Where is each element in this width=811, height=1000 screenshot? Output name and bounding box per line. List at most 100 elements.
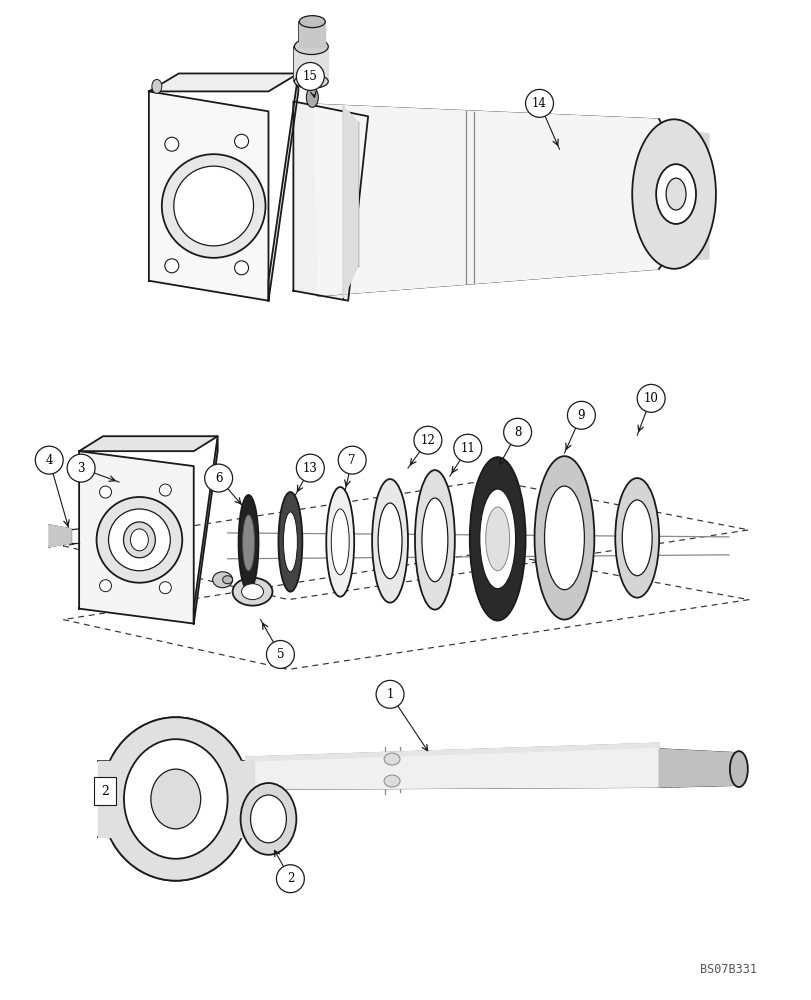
Ellipse shape xyxy=(326,487,354,597)
Polygon shape xyxy=(294,47,328,81)
Ellipse shape xyxy=(222,576,232,584)
Polygon shape xyxy=(245,747,659,789)
Circle shape xyxy=(296,454,324,482)
Polygon shape xyxy=(98,761,253,837)
Text: 13: 13 xyxy=(303,462,317,475)
Polygon shape xyxy=(49,525,71,547)
Ellipse shape xyxy=(470,457,525,621)
Polygon shape xyxy=(194,436,217,624)
Polygon shape xyxy=(268,73,298,301)
Ellipse shape xyxy=(124,739,227,859)
Circle shape xyxy=(276,865,304,893)
Circle shape xyxy=(204,464,232,492)
Ellipse shape xyxy=(306,87,318,107)
Text: 4: 4 xyxy=(45,454,53,467)
Ellipse shape xyxy=(165,137,178,151)
Text: 5: 5 xyxy=(277,648,284,661)
Circle shape xyxy=(67,454,95,482)
Polygon shape xyxy=(313,104,659,296)
Polygon shape xyxy=(293,101,367,301)
Polygon shape xyxy=(668,127,708,261)
Ellipse shape xyxy=(240,783,296,855)
Ellipse shape xyxy=(234,261,248,275)
Ellipse shape xyxy=(331,509,349,575)
Ellipse shape xyxy=(238,495,258,591)
Text: 15: 15 xyxy=(303,70,317,83)
Ellipse shape xyxy=(165,259,178,273)
Text: 3: 3 xyxy=(77,462,85,475)
Ellipse shape xyxy=(174,166,253,246)
Ellipse shape xyxy=(615,478,659,598)
Ellipse shape xyxy=(241,584,263,600)
Text: 11: 11 xyxy=(460,442,474,455)
Ellipse shape xyxy=(283,512,297,572)
Ellipse shape xyxy=(729,751,747,787)
Circle shape xyxy=(375,680,404,708)
Text: 9: 9 xyxy=(577,409,585,422)
Text: 10: 10 xyxy=(643,392,658,405)
Circle shape xyxy=(503,418,531,446)
Ellipse shape xyxy=(294,39,328,55)
Ellipse shape xyxy=(159,484,171,496)
Circle shape xyxy=(453,434,481,462)
Ellipse shape xyxy=(294,74,328,88)
Ellipse shape xyxy=(131,529,148,551)
Ellipse shape xyxy=(384,753,400,765)
Ellipse shape xyxy=(212,572,232,588)
Polygon shape xyxy=(659,749,738,787)
Ellipse shape xyxy=(100,580,111,592)
Text: 6: 6 xyxy=(215,472,222,485)
Text: 1: 1 xyxy=(386,688,393,701)
Ellipse shape xyxy=(544,486,584,590)
Ellipse shape xyxy=(242,515,254,571)
Ellipse shape xyxy=(422,498,448,582)
Polygon shape xyxy=(248,761,251,811)
Ellipse shape xyxy=(655,164,695,224)
Polygon shape xyxy=(148,73,298,91)
Ellipse shape xyxy=(109,509,170,571)
Ellipse shape xyxy=(378,503,401,579)
Text: 14: 14 xyxy=(531,97,547,110)
Circle shape xyxy=(296,63,324,90)
Circle shape xyxy=(414,426,441,454)
Ellipse shape xyxy=(485,507,509,571)
Ellipse shape xyxy=(479,489,515,589)
Polygon shape xyxy=(299,22,325,47)
Ellipse shape xyxy=(665,178,685,210)
Ellipse shape xyxy=(632,119,715,269)
Ellipse shape xyxy=(299,16,325,28)
Ellipse shape xyxy=(414,470,454,610)
Circle shape xyxy=(525,89,553,117)
Text: 12: 12 xyxy=(420,434,435,447)
Text: 7: 7 xyxy=(348,454,355,467)
Ellipse shape xyxy=(97,497,182,583)
Circle shape xyxy=(338,446,366,474)
Bar xyxy=(94,777,116,805)
Circle shape xyxy=(35,446,63,474)
Ellipse shape xyxy=(384,775,400,787)
Polygon shape xyxy=(79,451,194,624)
Ellipse shape xyxy=(152,79,161,93)
Ellipse shape xyxy=(101,717,251,881)
Ellipse shape xyxy=(534,456,594,620)
Ellipse shape xyxy=(621,500,651,576)
Text: BS07B331: BS07B331 xyxy=(699,963,756,976)
Polygon shape xyxy=(343,106,358,298)
Ellipse shape xyxy=(251,795,286,843)
Circle shape xyxy=(637,384,664,412)
Ellipse shape xyxy=(232,578,272,606)
Ellipse shape xyxy=(371,479,407,603)
Circle shape xyxy=(567,401,594,429)
Ellipse shape xyxy=(234,134,248,148)
Text: 2: 2 xyxy=(101,785,109,798)
Circle shape xyxy=(266,641,294,668)
Ellipse shape xyxy=(123,522,155,558)
Ellipse shape xyxy=(159,582,171,594)
Text: 8: 8 xyxy=(513,426,521,439)
Ellipse shape xyxy=(100,486,111,498)
Polygon shape xyxy=(245,743,659,761)
Polygon shape xyxy=(148,91,268,301)
Polygon shape xyxy=(79,436,217,451)
Ellipse shape xyxy=(161,154,265,258)
Ellipse shape xyxy=(278,492,302,592)
